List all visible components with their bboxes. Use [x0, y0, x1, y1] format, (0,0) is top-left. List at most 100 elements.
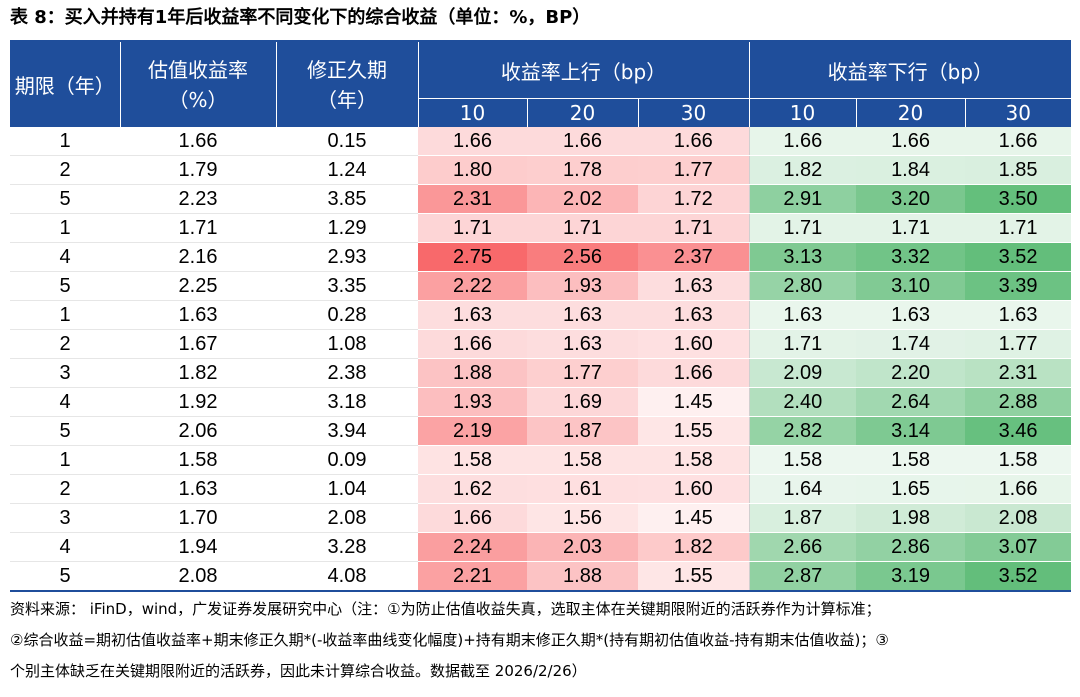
cell-yield-down-20: 1.71: [856, 213, 966, 243]
cell-yield-down-10: 2.66: [749, 532, 857, 562]
cell-yield-up-20: 1.56: [527, 503, 638, 533]
cell-valuation-yield: 1.71: [120, 213, 276, 243]
cell-yield-up-30: 1.66: [638, 127, 750, 156]
header-term: 期限（年）: [10, 41, 121, 127]
cell-yield-up-10: 1.88: [418, 358, 527, 388]
table-row: 2 1.63 1.04 1.62 1.61 1.60 1.64 1.65 1.66: [10, 474, 1072, 504]
cell-modified-duration: 3.28: [276, 532, 418, 562]
table-row: 1 1.63 0.28 1.63 1.63 1.63 1.63 1.63 1.63: [10, 300, 1072, 330]
cell-term: 1: [10, 300, 120, 330]
cell-term: 1: [10, 127, 120, 156]
cell-valuation-yield: 1.94: [120, 532, 276, 562]
cell-yield-down-30: 1.66: [965, 127, 1072, 156]
cell-term: 1: [10, 445, 120, 475]
cell-valuation-yield: 1.66: [120, 127, 276, 156]
cell-modified-duration: 3.35: [276, 271, 418, 301]
cell-yield-down-30: 1.66: [965, 474, 1072, 504]
cell-yield-down-10: 2.91: [749, 184, 857, 214]
cell-yield-down-20: 3.32: [856, 242, 966, 272]
header-yield-down: 收益率下行（bp）: [749, 41, 1072, 99]
cell-yield-up-10: 2.19: [418, 416, 527, 446]
cell-term: 5: [10, 416, 120, 446]
cell-modified-duration: 4.08: [276, 561, 418, 592]
cell-yield-up-20: 2.56: [527, 242, 638, 272]
table-row: 1 1.66 0.15 1.66 1.66 1.66 1.66 1.66 1.66: [10, 127, 1072, 156]
cell-yield-down-10: 1.63: [749, 300, 857, 330]
header-modified-duration: 修正久期 （年）: [276, 41, 419, 127]
cell-yield-down-30: 2.08: [965, 503, 1072, 533]
header-down-10: 10: [749, 98, 857, 127]
yield-scenario-table: 期限（年） 估值收益率 （%） 修正久期 （年） 收益率上行（bp） 收益率下行…: [10, 40, 1072, 592]
table-row: 5 2.06 3.94 2.19 1.87 1.55 2.82 3.14 3.46: [10, 416, 1072, 446]
cell-valuation-yield: 1.82: [120, 358, 276, 388]
cell-valuation-yield: 1.63: [120, 474, 276, 504]
cell-yield-up-20: 1.58: [527, 445, 638, 475]
cell-term: 2: [10, 474, 120, 504]
cell-modified-duration: 3.18: [276, 387, 418, 417]
table-row: 4 1.94 3.28 2.24 2.03 1.82 2.66 2.86 3.07: [10, 532, 1072, 562]
source-line-1: 资料来源： iFinD，wind，广发证券发展研究中心（注：①为防止估值收益失真…: [10, 600, 881, 618]
cell-yield-up-30: 1.45: [638, 503, 750, 533]
cell-yield-up-30: 2.37: [638, 242, 750, 272]
cell-yield-up-20: 1.71: [527, 213, 638, 243]
cell-yield-up-20: 1.93: [527, 271, 638, 301]
cell-valuation-yield: 1.58: [120, 445, 276, 475]
cell-yield-up-10: 2.22: [418, 271, 527, 301]
cell-term: 1: [10, 213, 120, 243]
header-modified-duration-line2: （年）: [317, 87, 377, 112]
table-body: 1 1.66 0.15 1.66 1.66 1.66 1.66 1.66 1.66 2 1.79 1.…: [10, 127, 1072, 592]
cell-yield-down-20: 1.65: [856, 474, 966, 504]
cell-yield-up-10: 1.71: [418, 213, 527, 243]
cell-yield-down-20: 1.98: [856, 503, 966, 533]
header-valuation-yield-line1: 估值收益率: [148, 57, 248, 82]
cell-valuation-yield: 2.08: [120, 561, 276, 592]
header-valuation-yield-line2: （%）: [168, 87, 228, 112]
cell-yield-up-30: 1.72: [638, 184, 750, 214]
cell-yield-up-10: 1.66: [418, 503, 527, 533]
cell-yield-down-10: 1.82: [749, 155, 857, 185]
table-row: 1 1.58 0.09 1.58 1.58 1.58 1.58 1.58 1.58: [10, 445, 1072, 475]
cell-modified-duration: 3.94: [276, 416, 418, 446]
cell-modified-duration: 1.29: [276, 213, 418, 243]
cell-modified-duration: 0.09: [276, 445, 418, 475]
cell-yield-up-10: 2.21: [418, 561, 527, 592]
header-up-10: 10: [418, 98, 528, 127]
table-row: 5 2.23 3.85 2.31 2.02 1.72 2.91 3.20 3.50: [10, 184, 1072, 214]
cell-yield-up-30: 1.82: [638, 532, 750, 562]
table-row: 5 2.25 3.35 2.22 1.93 1.63 2.80 3.10 3.39: [10, 271, 1072, 301]
cell-yield-down-30: 3.50: [965, 184, 1072, 214]
cell-yield-up-20: 1.87: [527, 416, 638, 446]
cell-term: 4: [10, 387, 120, 417]
cell-term: 5: [10, 561, 120, 592]
cell-yield-down-10: 2.82: [749, 416, 857, 446]
cell-yield-up-20: 1.66: [527, 127, 638, 156]
cell-yield-up-20: 1.77: [527, 358, 638, 388]
cell-yield-up-20: 1.63: [527, 300, 638, 330]
cell-valuation-yield: 2.23: [120, 184, 276, 214]
cell-yield-down-10: 2.80: [749, 271, 857, 301]
cell-yield-up-30: 1.45: [638, 387, 750, 417]
cell-yield-up-10: 2.24: [418, 532, 527, 562]
header-yield-up: 收益率上行（bp）: [418, 41, 750, 99]
table-row: 2 1.67 1.08 1.66 1.63 1.60 1.71 1.74 1.77: [10, 329, 1072, 359]
header-down-30: 30: [965, 98, 1072, 127]
cell-yield-down-30: 3.52: [965, 561, 1072, 592]
cell-yield-down-20: 1.74: [856, 329, 966, 359]
cell-modified-duration: 2.38: [276, 358, 418, 388]
cell-yield-down-10: 2.09: [749, 358, 857, 388]
cell-yield-up-10: 1.93: [418, 387, 527, 417]
cell-yield-down-10: 1.64: [749, 474, 857, 504]
table-row: 5 2.08 4.08 2.21 1.88 1.55 2.87 3.19 3.52: [10, 561, 1072, 592]
cell-yield-up-30: 1.71: [638, 213, 750, 243]
cell-yield-down-10: 3.13: [749, 242, 857, 272]
cell-yield-down-30: 1.71: [965, 213, 1072, 243]
cell-yield-down-30: 3.39: [965, 271, 1072, 301]
cell-yield-down-30: 1.77: [965, 329, 1072, 359]
cell-yield-down-30: 1.63: [965, 300, 1072, 330]
source-note: 资料来源： iFinD，wind，广发证券发展研究中心（注：①为防止估值收益失真…: [10, 594, 1072, 687]
table-title: 表 8：买入并持有1年后收益率不同变化下的综合收益（单位：%，BP）: [10, 7, 591, 28]
cell-yield-up-30: 1.63: [638, 271, 750, 301]
cell-yield-down-10: 1.71: [749, 213, 857, 243]
cell-yield-down-30: 3.52: [965, 242, 1072, 272]
cell-modified-duration: 0.15: [276, 127, 418, 156]
